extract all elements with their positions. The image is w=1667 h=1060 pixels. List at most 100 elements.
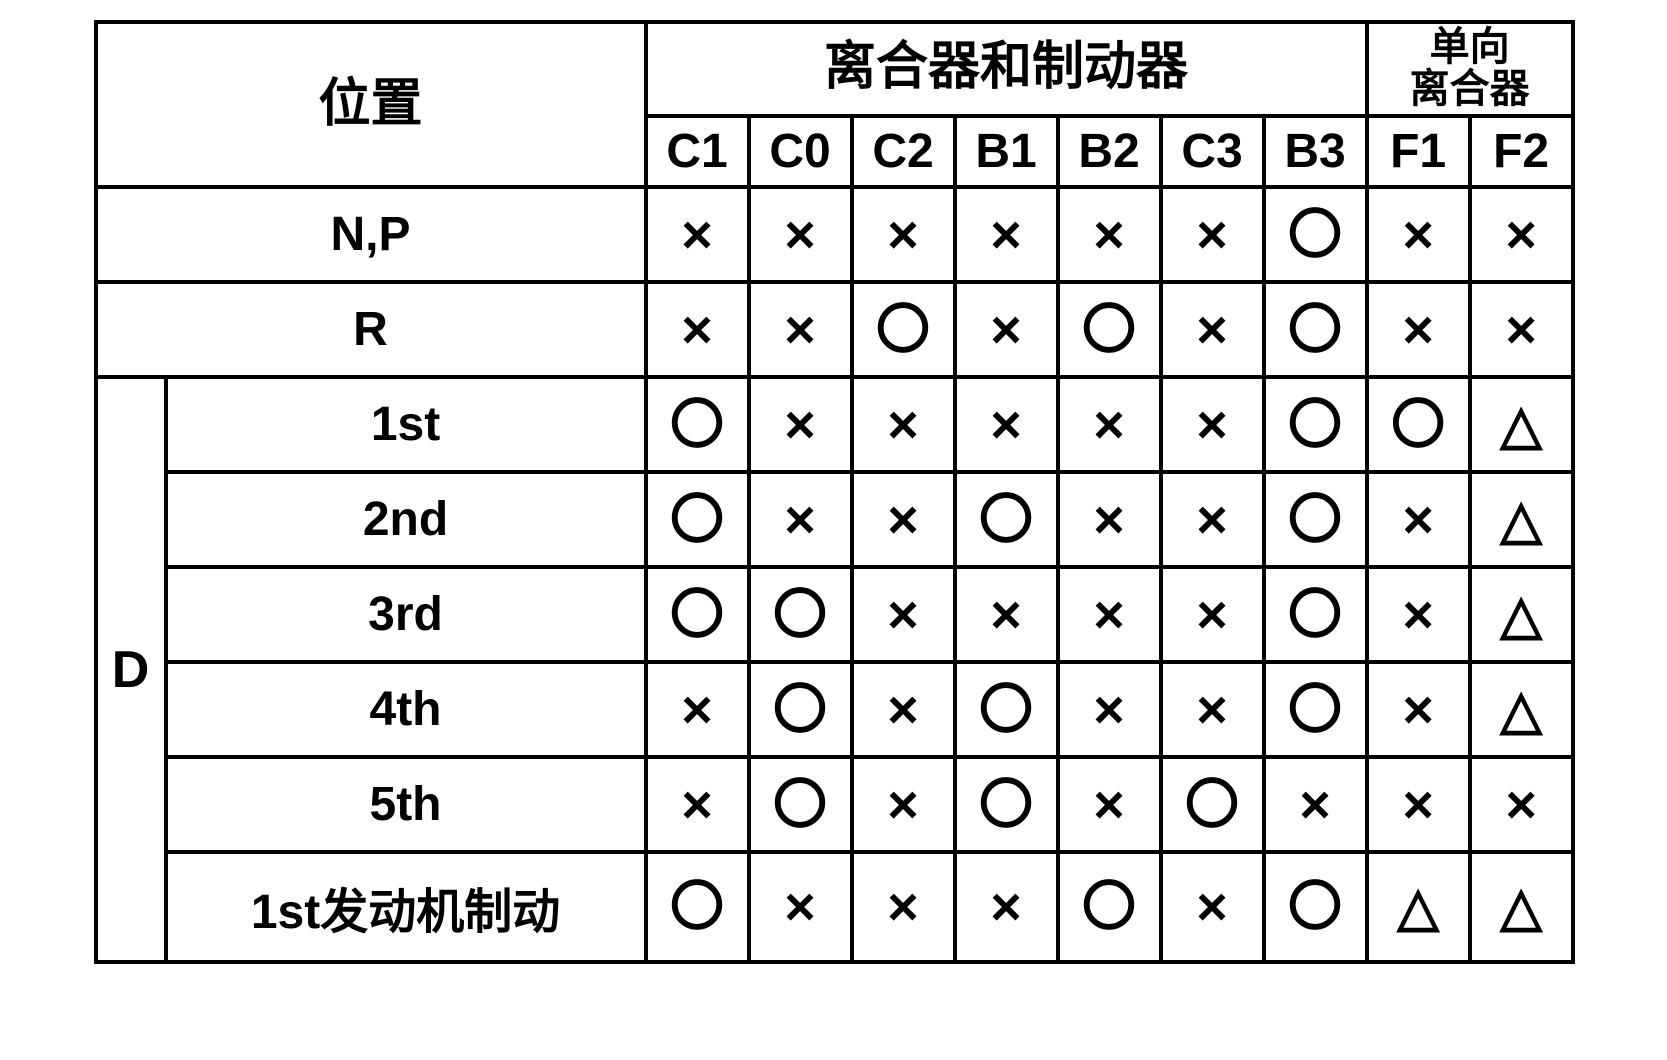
cell: × bbox=[852, 187, 955, 282]
header-group-owc-l2: 离合器 bbox=[1410, 67, 1530, 111]
cell: × bbox=[1367, 662, 1470, 757]
cell: △ bbox=[1470, 567, 1573, 662]
cell: × bbox=[1470, 757, 1573, 852]
table-row: N,P × × × × × × 〇 × × bbox=[96, 187, 1573, 282]
row-group-d: D bbox=[96, 377, 166, 962]
header-group-owc: 单向 离合器 bbox=[1367, 22, 1573, 116]
cell: 〇 bbox=[749, 567, 852, 662]
header-code-b2: B2 bbox=[1058, 116, 1161, 187]
cell: × bbox=[1161, 282, 1264, 377]
cell: × bbox=[1058, 187, 1161, 282]
cell: × bbox=[1367, 187, 1470, 282]
cell: 〇 bbox=[852, 282, 955, 377]
cell: 〇 bbox=[1264, 282, 1367, 377]
cell: 〇 bbox=[1264, 377, 1367, 472]
table-row: 3rd 〇 〇 × × × × 〇 × △ bbox=[96, 567, 1573, 662]
cell: △ bbox=[1470, 662, 1573, 757]
cell: △ bbox=[1367, 852, 1470, 962]
cell: 〇 bbox=[1264, 852, 1367, 962]
cell: 〇 bbox=[1264, 662, 1367, 757]
cell: 〇 bbox=[1264, 567, 1367, 662]
cell: × bbox=[1161, 852, 1264, 962]
cell: 〇 bbox=[955, 472, 1058, 567]
cell: × bbox=[749, 282, 852, 377]
cell: 〇 bbox=[1264, 187, 1367, 282]
cell: 〇 bbox=[749, 757, 852, 852]
cell: × bbox=[955, 187, 1058, 282]
cell: × bbox=[1161, 472, 1264, 567]
cell: × bbox=[1367, 282, 1470, 377]
table-row: D 1st 〇 × × × × × 〇 〇 △ bbox=[96, 377, 1573, 472]
cell: △ bbox=[1470, 377, 1573, 472]
header-code-b3: B3 bbox=[1264, 116, 1367, 187]
cell: × bbox=[1470, 187, 1573, 282]
cell: × bbox=[955, 282, 1058, 377]
cell: 〇 bbox=[646, 567, 749, 662]
header-code-f1: F1 bbox=[1367, 116, 1470, 187]
header-code-c0: C0 bbox=[749, 116, 852, 187]
cell: × bbox=[1367, 472, 1470, 567]
cell: × bbox=[646, 757, 749, 852]
cell: 〇 bbox=[955, 662, 1058, 757]
cell: × bbox=[749, 852, 852, 962]
cell: △ bbox=[1470, 472, 1573, 567]
cell: × bbox=[1367, 757, 1470, 852]
table-row: 2nd 〇 × × 〇 × × 〇 × △ bbox=[96, 472, 1573, 567]
cell: × bbox=[646, 662, 749, 757]
header-code-c3: C3 bbox=[1161, 116, 1264, 187]
cell: × bbox=[1161, 377, 1264, 472]
cell: × bbox=[646, 282, 749, 377]
cell: × bbox=[955, 852, 1058, 962]
row-label-5th: 5th bbox=[166, 757, 646, 852]
cell: × bbox=[1058, 567, 1161, 662]
cell: 〇 bbox=[646, 852, 749, 962]
cell: 〇 bbox=[1161, 757, 1264, 852]
row-label-4th: 4th bbox=[166, 662, 646, 757]
header-code-b1: B1 bbox=[955, 116, 1058, 187]
header-code-f2: F2 bbox=[1470, 116, 1573, 187]
cell: × bbox=[955, 377, 1058, 472]
table-row: R × × 〇 × 〇 × 〇 × × bbox=[96, 282, 1573, 377]
cell: 〇 bbox=[1058, 852, 1161, 962]
table-row: 1st发动机制动 〇 × × × 〇 × 〇 △ △ bbox=[96, 852, 1573, 962]
cell: × bbox=[852, 852, 955, 962]
table-row: 5th × 〇 × 〇 × 〇 × × × bbox=[96, 757, 1573, 852]
header-code-c1: C1 bbox=[646, 116, 749, 187]
cell: 〇 bbox=[646, 472, 749, 567]
cell: × bbox=[955, 567, 1058, 662]
row-label-r: R bbox=[96, 282, 646, 377]
cell: × bbox=[1161, 567, 1264, 662]
cell: × bbox=[646, 187, 749, 282]
cell: 〇 bbox=[1058, 282, 1161, 377]
cell: × bbox=[1058, 662, 1161, 757]
table-row: 4th × 〇 × 〇 × × 〇 × △ bbox=[96, 662, 1573, 757]
row-label-1st: 1st bbox=[166, 377, 646, 472]
cell: × bbox=[852, 757, 955, 852]
cell: 〇 bbox=[646, 377, 749, 472]
cell: × bbox=[1367, 567, 1470, 662]
header-group-clutch-brake: 离合器和制动器 bbox=[646, 22, 1367, 116]
cell: × bbox=[1058, 377, 1161, 472]
cell: × bbox=[1161, 187, 1264, 282]
row-label-1st-engbrake: 1st发动机制动 bbox=[166, 852, 646, 962]
cell: × bbox=[852, 567, 955, 662]
cell: × bbox=[1161, 662, 1264, 757]
cell: 〇 bbox=[1264, 472, 1367, 567]
engagement-table-container: 位置 离合器和制动器 单向 离合器 C1 C0 C2 B1 B2 C3 B3 F… bbox=[94, 20, 1574, 964]
cell: × bbox=[1058, 757, 1161, 852]
cell: × bbox=[749, 377, 852, 472]
cell: × bbox=[1264, 757, 1367, 852]
cell: 〇 bbox=[749, 662, 852, 757]
cell: × bbox=[749, 472, 852, 567]
header-position: 位置 bbox=[96, 22, 646, 187]
cell: × bbox=[1470, 282, 1573, 377]
row-label-2nd: 2nd bbox=[166, 472, 646, 567]
cell: △ bbox=[1470, 852, 1573, 962]
row-label-3rd: 3rd bbox=[166, 567, 646, 662]
cell: × bbox=[749, 187, 852, 282]
row-label-np: N,P bbox=[96, 187, 646, 282]
header-group-owc-l1: 单向 bbox=[1430, 25, 1510, 69]
engagement-table: 位置 离合器和制动器 单向 离合器 C1 C0 C2 B1 B2 C3 B3 F… bbox=[94, 20, 1575, 964]
cell: 〇 bbox=[955, 757, 1058, 852]
cell: 〇 bbox=[1367, 377, 1470, 472]
